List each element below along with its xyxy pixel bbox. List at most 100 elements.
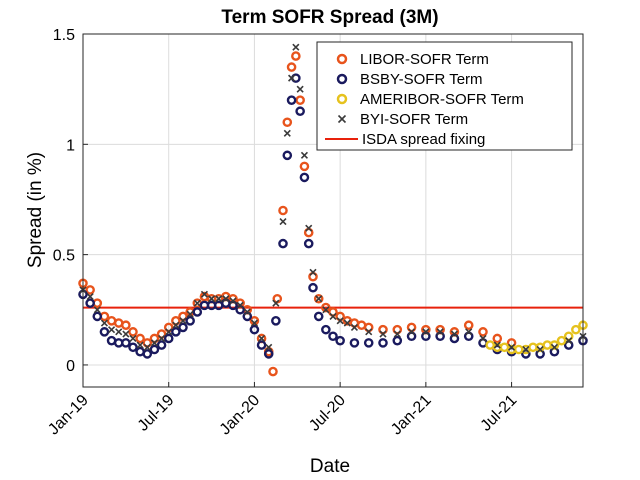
data-point [565,337,573,345]
data-point [315,295,323,303]
data-point [142,349,153,359]
data-point [492,333,503,344]
data-point [279,217,287,226]
data-point [99,327,110,337]
data-point [299,172,310,183]
data-point [271,316,281,326]
data-point [303,238,314,249]
data-point [192,307,203,317]
data-point [463,320,474,331]
data-point [179,317,187,325]
y-tick-label: 0 [66,358,75,375]
legend-label-bsby: BSBY-SOFR Term [360,71,483,88]
legend-marker-bsby [336,73,348,85]
series-byi-sofr-term [79,43,587,354]
data-point [392,335,403,346]
data-point [143,343,151,351]
data-point [393,330,401,338]
data-point [263,349,274,359]
data-point [308,282,318,293]
data-point [536,345,544,354]
data-point [321,302,331,313]
data-point [378,338,388,348]
legend-label-isda: ISDA spread fixing [362,131,485,148]
y-axis-label: Spread (in %) [25,152,46,268]
data-point [249,316,260,326]
data-point [156,340,167,350]
data-point [321,324,331,335]
data-point [268,366,278,377]
legend: LIBOR-SOFR Term BSBY-SOFR Term AMERIBOR-… [316,41,573,151]
data-point [149,344,160,355]
data-point [522,345,530,354]
data-point [313,311,324,322]
y-tick-label: 1.5 [53,27,75,44]
data-point [150,339,158,347]
legend-box [316,41,573,151]
data-point [250,319,258,327]
plot-frame [82,33,584,388]
data-point [299,161,310,172]
data-point [121,320,131,331]
data-point [436,328,444,336]
data-point [193,299,201,307]
data-point [336,317,344,325]
data-point [286,95,297,105]
data-point [556,335,567,346]
data-point [100,319,108,327]
data-point [422,328,430,336]
data-point [295,95,305,105]
data-point [272,299,280,307]
data-point [115,328,123,336]
legend-label-libor: LIBOR-SOFR Term [360,51,489,68]
data-point [185,316,195,326]
legend-marker-ameribor [336,93,348,105]
data-point [258,334,266,343]
data-point [343,319,351,327]
data-point [549,340,560,350]
data-point [171,327,181,337]
data-point [478,327,488,337]
data-point [108,326,116,334]
data-point [335,335,345,346]
data-point [300,151,308,159]
data-point [349,338,360,348]
x-axis-label: Date [310,456,350,477]
data-point [85,298,95,308]
data-point [309,268,317,276]
data-point [363,338,374,348]
data-point [243,308,251,316]
data-point [200,290,208,298]
data-point [92,311,103,322]
data-point [328,331,338,342]
data-point [493,341,501,349]
data-point [128,327,138,337]
data-point [550,343,558,351]
data-point [278,205,288,216]
legend-label-byi: BYI-SOFR Term [360,111,468,128]
legend-label-ameribor: AMERIBOR-SOFR Term [360,91,524,108]
data-point [121,338,131,348]
data-point [165,328,173,336]
data-point [122,330,130,338]
data-point [322,306,330,314]
data-point [450,330,458,338]
data-point [329,312,337,320]
data-point [296,85,304,93]
data-point [291,51,301,61]
data-point [229,297,237,305]
data-point [249,324,260,335]
data-point [305,224,313,232]
data-point [265,343,273,351]
data-point [172,321,180,329]
data-point [313,293,324,304]
data-point [288,74,296,82]
data-point [508,343,516,351]
data-point [86,292,94,301]
data-point [136,341,144,349]
data-point [365,328,373,336]
data-point [186,310,194,318]
data-point [222,295,230,303]
data-point [129,334,137,343]
